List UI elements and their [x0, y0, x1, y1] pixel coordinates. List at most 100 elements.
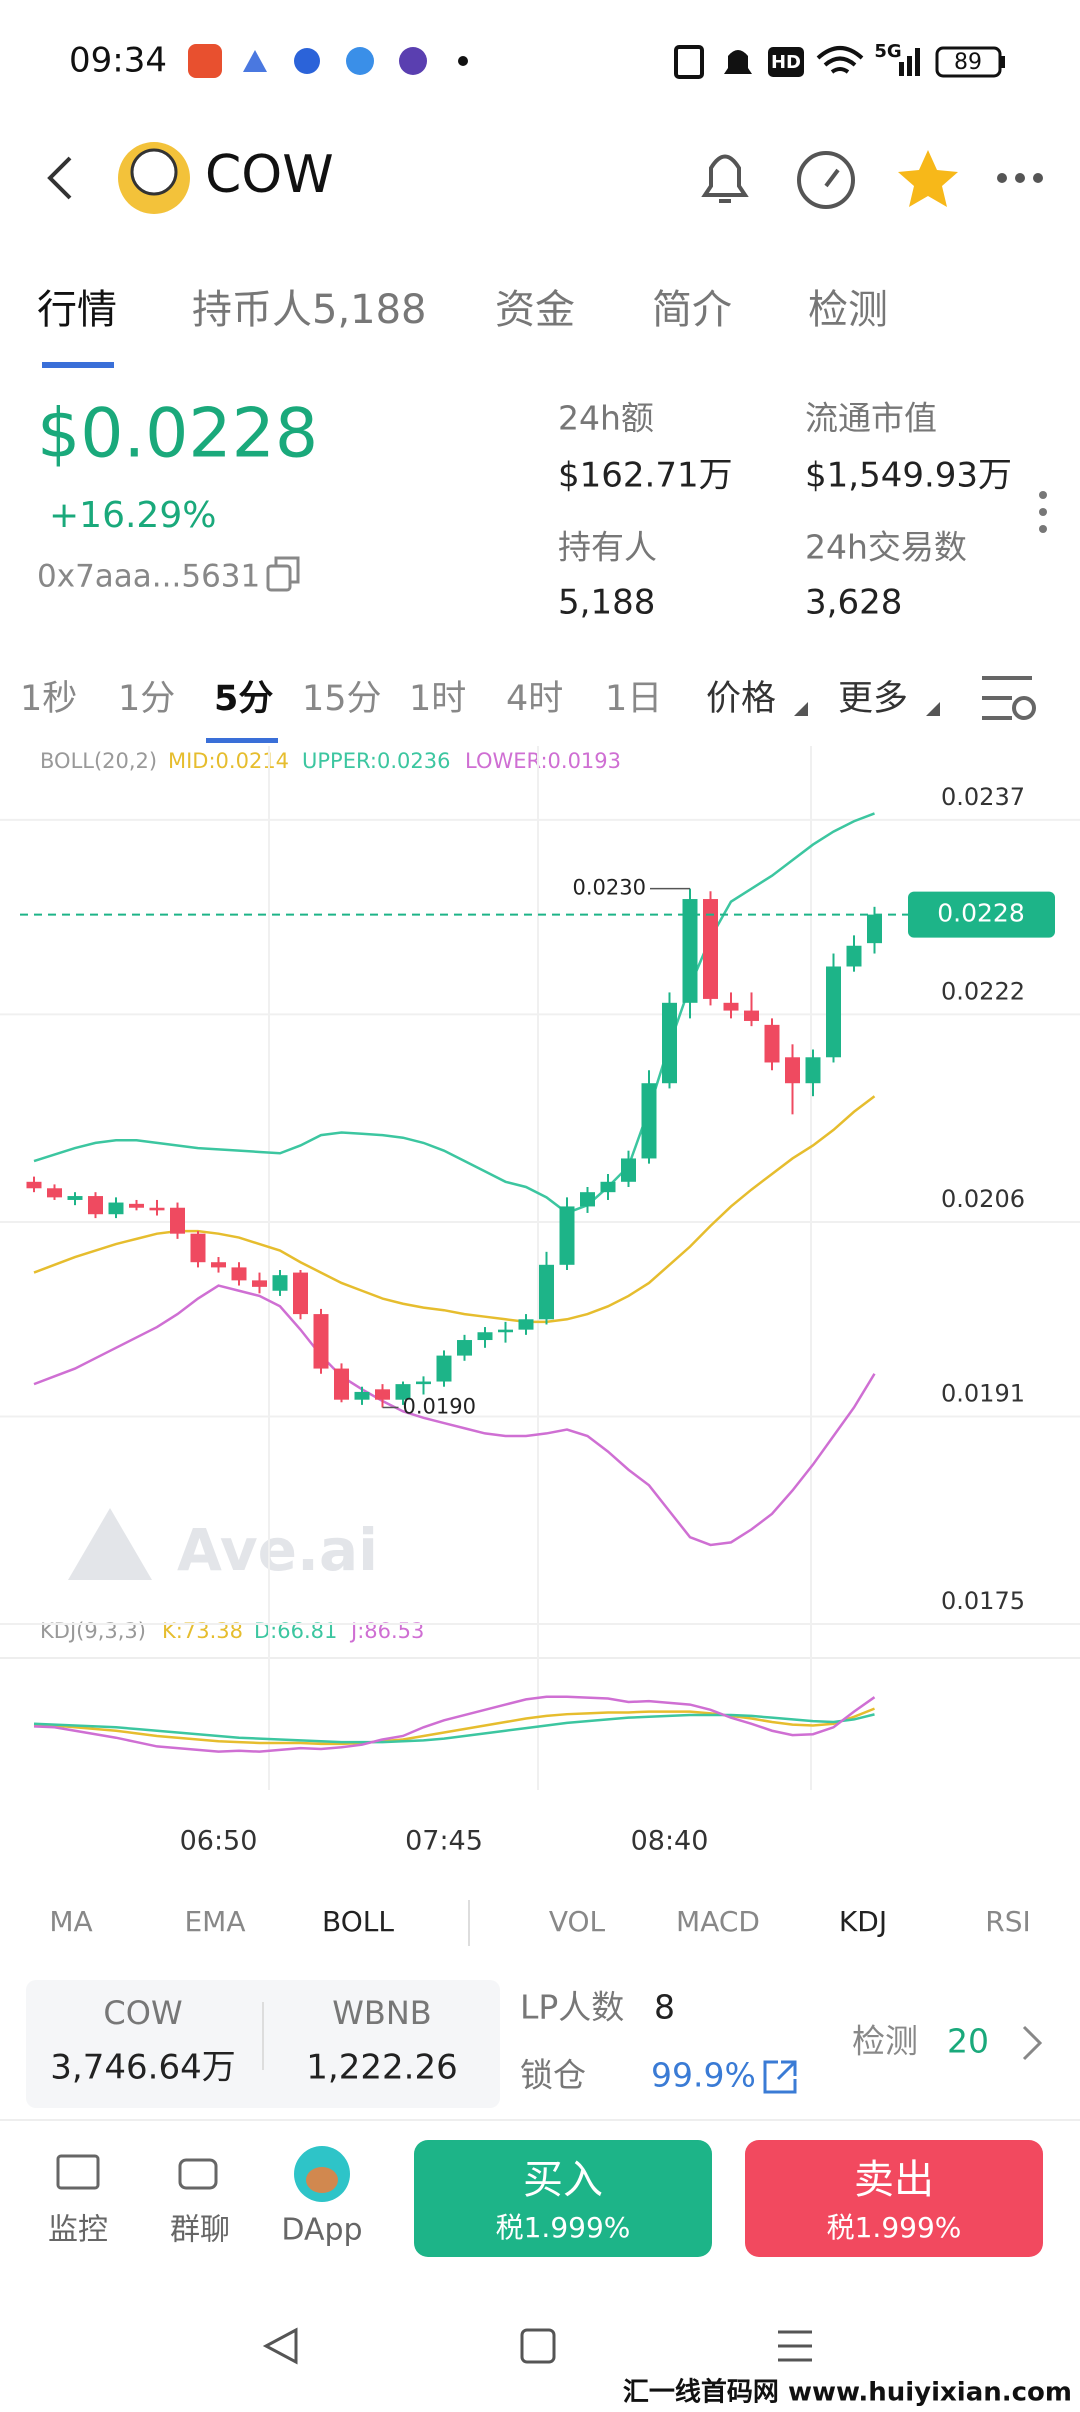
stats-more[interactable]: [1039, 525, 1047, 533]
candle-body: [231, 1267, 247, 1281]
more-dot[interactable]: [997, 173, 1007, 183]
nav-label[interactable]: 监控: [48, 2213, 108, 2248]
buy-label: 买入: [523, 2157, 603, 2203]
candle-body: [108, 1202, 124, 1215]
app-icon: [346, 47, 374, 75]
interval[interactable]: 1秒: [20, 679, 77, 719]
candle-body: [67, 1196, 83, 1200]
wifi-icon: [816, 46, 864, 74]
candle-body: [764, 1024, 780, 1063]
candle-body: [498, 1329, 513, 1333]
clock: 09:34: [69, 41, 167, 81]
chart-area: 0.0237 0.0222 0.0206 0.0191 0.0175 06:50 07:45…: [0, 746, 1080, 1857]
kdj-line: [33, 1713, 875, 1744]
gauge-button[interactable]: [797, 151, 855, 209]
signal-bar: [899, 62, 904, 76]
token-logo-face: [130, 148, 178, 196]
interval-indicator: [206, 738, 278, 743]
sell-tax: 税1.999%: [827, 2211, 962, 2244]
candle-body: [641, 1083, 657, 1159]
nav-label[interactable]: DApp: [281, 2213, 362, 2248]
stat-value: 5,188: [558, 583, 655, 623]
boll-line: [33, 1284, 876, 1547]
indicator-tab[interactable]: KDJ: [839, 1905, 887, 1938]
nav-label[interactable]: 群聊: [170, 2213, 230, 2248]
candle-body: [477, 1332, 493, 1341]
chart-settings[interactable]: [982, 676, 1032, 720]
app-icon: [399, 47, 427, 75]
lock-value[interactable]: 99.9%: [651, 2056, 756, 2095]
tab[interactable]: 检测: [808, 287, 888, 333]
candle-body: [436, 1355, 452, 1382]
indicator-tab[interactable]: VOL: [549, 1905, 606, 1938]
hd-label: HD: [771, 52, 801, 73]
max-label: 0.0230: [573, 876, 646, 900]
tab[interactable]: 行情: [37, 287, 117, 333]
stats-more[interactable]: [1039, 508, 1047, 516]
sell-button[interactable]: [745, 2140, 1043, 2257]
candle-body: [867, 914, 882, 944]
system-home[interactable]: [520, 2328, 556, 2364]
system-back[interactable]: [262, 2327, 298, 2365]
candle-body: [846, 945, 862, 967]
chat-icon[interactable]: [178, 2158, 218, 2190]
tab[interactable]: 持币人5,188: [192, 287, 427, 333]
more-dot[interactable]: [1033, 173, 1043, 183]
indicator-tab[interactable]: EMA: [184, 1905, 245, 1938]
copy-button[interactable]: [266, 564, 292, 592]
buy-button[interactable]: [414, 2140, 712, 2257]
candle-body: [293, 1272, 308, 1315]
battery-tip: [1001, 56, 1005, 68]
candle-body: [252, 1280, 267, 1287]
y-tick-label: 0.0237: [941, 783, 1025, 811]
nfc-icon: [674, 45, 704, 79]
chevron: [1022, 2025, 1043, 2061]
y-tick-label: 0.0191: [941, 1380, 1025, 1408]
lock-label: 锁仓: [520, 2056, 586, 2095]
check-label[interactable]: 检测: [852, 2022, 918, 2061]
candle-body: [416, 1381, 431, 1385]
interval[interactable]: 1分: [118, 679, 175, 719]
indicator-tab[interactable]: MA: [49, 1905, 92, 1938]
interval[interactable]: 1日: [605, 679, 662, 719]
stat-label: 流通市值: [805, 399, 937, 438]
dropdown-arrow: [926, 702, 940, 716]
app-icon: [188, 44, 222, 78]
last-price-tag: [908, 891, 1055, 938]
system-menu[interactable]: [778, 2330, 812, 2362]
alert-button[interactable]: [701, 154, 749, 203]
candle-body: [744, 1010, 759, 1021]
candle-body: [559, 1206, 575, 1265]
y-tick-label: 0.0175: [941, 1587, 1025, 1615]
chart-watermark: Ave.ai: [177, 1516, 378, 1584]
hd-badge: [768, 47, 804, 77]
stat-value: $1,549.93万: [805, 456, 1012, 496]
copy-icon: [274, 556, 300, 584]
monitor-icon[interactable]: [56, 2154, 100, 2190]
last-price-label: 0.0228: [937, 899, 1024, 928]
tab[interactable]: 资金: [495, 287, 575, 333]
interval[interactable]: 4时: [506, 679, 563, 719]
tab[interactable]: 简介: [652, 287, 732, 333]
more-dot[interactable]: [1015, 173, 1025, 183]
battery-level: 89: [954, 50, 982, 75]
favorite-button[interactable]: [898, 150, 958, 207]
interval[interactable]: 15分: [302, 679, 382, 719]
indicator-label: KDJ(9,3,3): [40, 1619, 146, 1643]
indicator-tab[interactable]: MACD: [676, 1905, 760, 1938]
lp-label: LP人数: [520, 1988, 624, 2027]
price-type[interactable]: 价格: [706, 679, 776, 719]
indicator-tab[interactable]: BOLL: [322, 1905, 394, 1938]
back-button[interactable]: [47, 156, 72, 200]
check-score[interactable]: 20: [947, 2022, 989, 2061]
more-intervals[interactable]: 更多: [838, 679, 908, 719]
token-title: COW: [205, 145, 334, 205]
stats-more[interactable]: [1039, 491, 1047, 499]
indicator-tab[interactable]: RSI: [985, 1905, 1031, 1938]
min-label: 0.0190: [403, 1394, 476, 1418]
external-link[interactable]: [763, 2060, 797, 2094]
sell-label: 卖出: [854, 2157, 934, 2203]
interval[interactable]: 5分: [214, 679, 273, 719]
pool-amount: 3,746.64万: [50, 2048, 235, 2088]
interval[interactable]: 1时: [409, 679, 466, 719]
